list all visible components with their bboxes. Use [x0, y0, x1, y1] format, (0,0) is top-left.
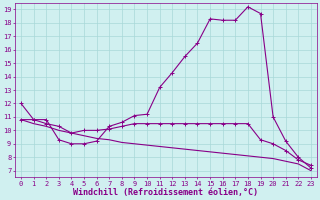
X-axis label: Windchill (Refroidissement éolien,°C): Windchill (Refroidissement éolien,°C): [74, 188, 259, 197]
